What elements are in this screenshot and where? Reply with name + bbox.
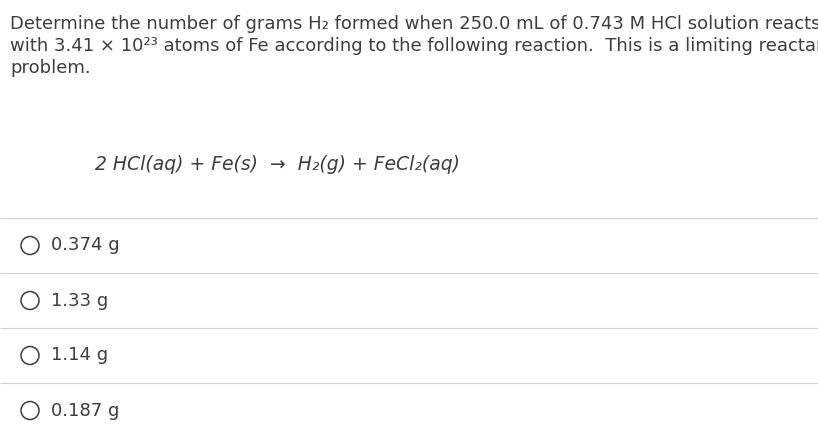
Text: 1.33 g: 1.33 g bbox=[51, 291, 108, 309]
Text: 0.187 g: 0.187 g bbox=[51, 402, 119, 420]
Text: 1.14 g: 1.14 g bbox=[51, 347, 108, 364]
Text: 0.374 g: 0.374 g bbox=[51, 236, 119, 254]
Text: 2 HCl(aq) + Fe(s)  →  H₂(g) + FeCl₂(aq): 2 HCl(aq) + Fe(s) → H₂(g) + FeCl₂(aq) bbox=[95, 155, 460, 174]
Text: problem.: problem. bbox=[10, 59, 91, 77]
Text: Determine the number of grams H₂ formed when 250.0 mL of 0.743 M HCl solution re: Determine the number of grams H₂ formed … bbox=[10, 15, 818, 33]
Text: with 3.41 × 10²³ atoms of Fe according to the following reaction.  This is a lim: with 3.41 × 10²³ atoms of Fe according t… bbox=[10, 37, 818, 55]
